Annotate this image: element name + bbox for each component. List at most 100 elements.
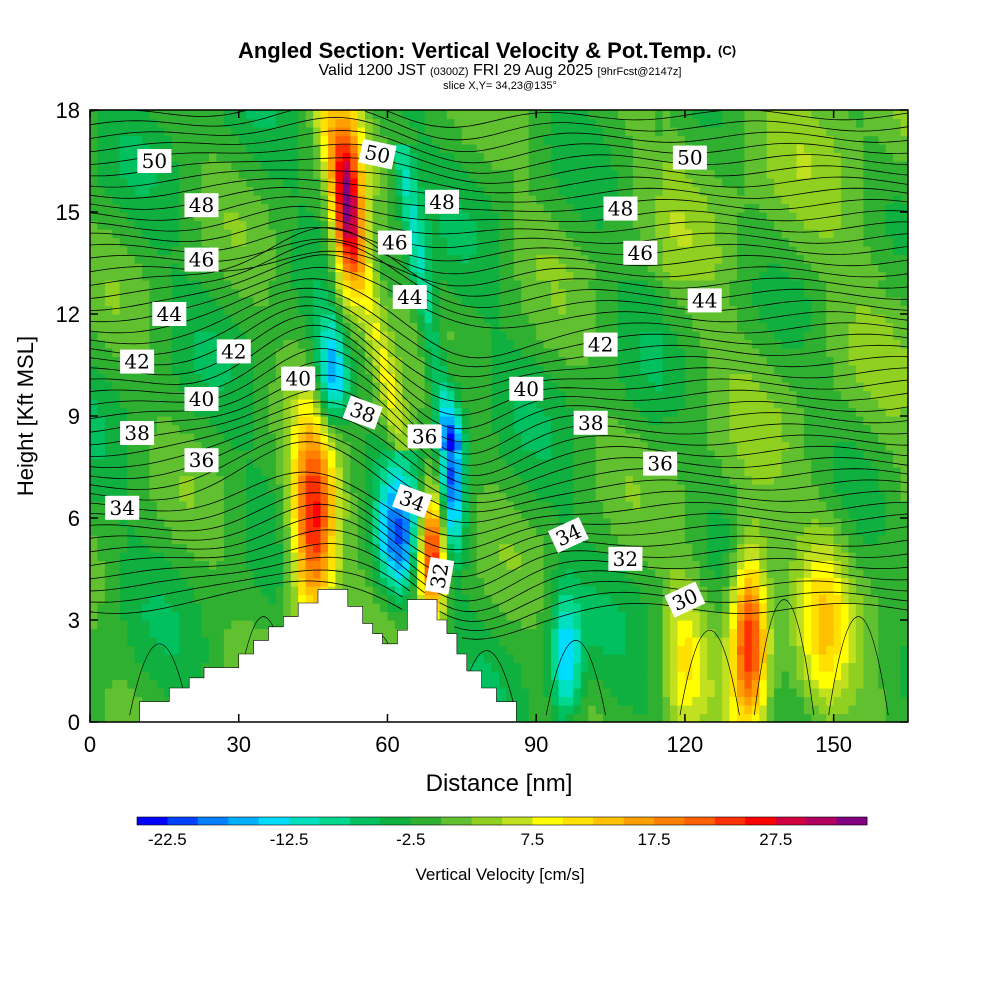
velocity-cell (372, 382, 381, 392)
velocity-cell (342, 526, 351, 536)
velocity-cell (156, 322, 165, 332)
velocity-cell (551, 407, 560, 417)
velocity-cell (491, 611, 500, 621)
velocity-cell (305, 518, 314, 528)
velocity-cell (357, 433, 366, 443)
velocity-cell (424, 169, 433, 179)
velocity-cell (588, 271, 597, 281)
velocity-cell (253, 399, 262, 409)
velocity-cell (171, 552, 180, 562)
velocity-cell (209, 297, 217, 307)
velocity-cell (380, 203, 388, 213)
velocity-cell (268, 424, 277, 434)
velocity-cell (424, 390, 433, 400)
velocity-cell (290, 552, 299, 562)
velocity-cell (417, 594, 426, 604)
velocity-cell (521, 416, 530, 426)
velocity-cell (164, 586, 173, 596)
velocity-cell (551, 484, 560, 494)
velocity-cell (223, 280, 232, 290)
velocity-cell (446, 509, 455, 519)
velocity-cell (186, 654, 195, 664)
velocity-cell (543, 628, 552, 638)
velocity-cell (149, 373, 158, 383)
velocity-cell (446, 280, 455, 290)
velocity-cell (149, 220, 158, 230)
velocity-cell (275, 543, 284, 553)
velocity-cell (90, 484, 98, 494)
velocity-cell (305, 152, 314, 162)
velocity-cell (313, 501, 322, 511)
velocity-cell (573, 552, 582, 562)
velocity-cell (127, 382, 136, 392)
velocity-cell (350, 263, 359, 273)
velocity-cell (513, 484, 522, 494)
velocity-cell (164, 637, 173, 647)
velocity-cell (357, 501, 366, 511)
velocity-cell (246, 237, 255, 247)
velocity-cell (142, 645, 151, 655)
velocity-cell (558, 152, 567, 162)
velocity-cell (506, 254, 515, 264)
velocity-cell (439, 271, 448, 281)
velocity-cell (446, 297, 455, 307)
velocity-cell (209, 365, 217, 375)
velocity-cell (432, 348, 441, 358)
velocity-cell (588, 280, 597, 290)
velocity-cell (90, 399, 98, 409)
velocity-cell (246, 492, 255, 502)
velocity-cell (238, 441, 247, 451)
velocity-cell (112, 322, 121, 332)
velocity-cell (580, 288, 589, 298)
velocity-cell (275, 390, 284, 400)
velocity-cell (231, 280, 240, 290)
velocity-cell (104, 212, 113, 222)
velocity-cell (201, 382, 210, 392)
velocity-cell (223, 220, 232, 230)
velocity-cell (328, 373, 336, 383)
velocity-cell (484, 254, 493, 264)
velocity-cell (179, 254, 188, 264)
velocity-cell (573, 594, 582, 604)
velocity-cell (454, 118, 463, 128)
velocity-cell (365, 288, 374, 298)
velocity-cell (253, 203, 262, 213)
velocity-cell (134, 280, 143, 290)
velocity-cell (484, 603, 493, 613)
velocity-cell (417, 280, 426, 290)
velocity-cell (513, 152, 522, 162)
velocity-cell (328, 237, 336, 247)
velocity-cell (320, 433, 329, 443)
velocity-cell (372, 399, 381, 409)
velocity-cell (536, 458, 545, 468)
velocity-cell (484, 382, 493, 392)
velocity-cell (365, 569, 374, 579)
velocity-cell (275, 382, 284, 392)
velocity-cell (417, 135, 426, 145)
velocity-cell (142, 509, 151, 519)
velocity-cell (387, 628, 396, 638)
velocity-cell (201, 348, 210, 358)
velocity-cell (104, 118, 113, 128)
velocity-cell (424, 118, 433, 128)
velocity-cell (350, 195, 359, 205)
velocity-cell (536, 161, 545, 171)
velocity-cell (491, 407, 500, 417)
velocity-cell (432, 339, 441, 349)
velocity-cell (543, 569, 552, 579)
velocity-cell (409, 127, 418, 137)
velocity-cell (528, 178, 537, 188)
velocity-cell (112, 594, 121, 604)
velocity-cell (223, 135, 232, 145)
velocity-cell (454, 271, 463, 281)
velocity-cell (580, 713, 589, 722)
velocity-cell (97, 322, 106, 332)
velocity-cell (551, 586, 560, 596)
velocity-cell (119, 152, 128, 162)
velocity-cell (484, 229, 493, 239)
velocity-cell (328, 322, 336, 332)
velocity-cell (543, 331, 552, 341)
velocity-cell (275, 237, 284, 247)
velocity-cell (536, 288, 545, 298)
velocity-cell (209, 229, 217, 239)
